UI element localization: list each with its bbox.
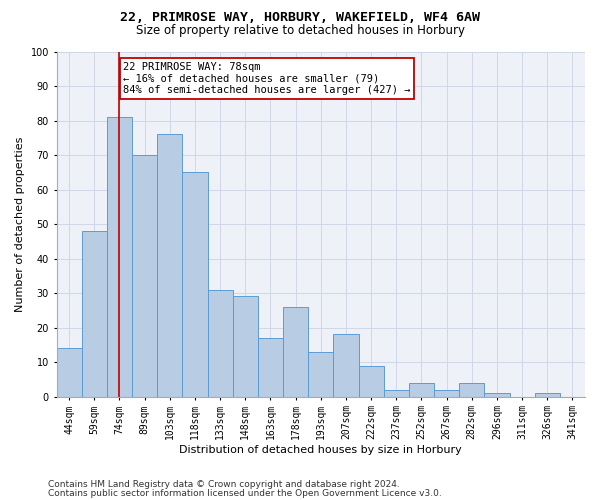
Bar: [208, 290, 233, 397]
Bar: [182, 172, 208, 396]
Bar: [132, 155, 157, 396]
Text: 22, PRIMROSE WAY, HORBURY, WAKEFIELD, WF4 6AW: 22, PRIMROSE WAY, HORBURY, WAKEFIELD, WF…: [120, 11, 480, 24]
Bar: [409, 383, 434, 396]
Bar: [82, 231, 107, 396]
Text: 22 PRIMROSE WAY: 78sqm
← 16% of detached houses are smaller (79)
84% of semi-det: 22 PRIMROSE WAY: 78sqm ← 16% of detached…: [123, 62, 411, 95]
Text: Contains HM Land Registry data © Crown copyright and database right 2024.: Contains HM Land Registry data © Crown c…: [48, 480, 400, 489]
Y-axis label: Number of detached properties: Number of detached properties: [15, 136, 25, 312]
Bar: [459, 383, 484, 396]
X-axis label: Distribution of detached houses by size in Horbury: Distribution of detached houses by size …: [179, 445, 462, 455]
Bar: [157, 134, 182, 396]
Text: Contains public sector information licensed under the Open Government Licence v3: Contains public sector information licen…: [48, 488, 442, 498]
Bar: [107, 117, 132, 396]
Bar: [308, 352, 334, 397]
Bar: [383, 390, 409, 396]
Text: Size of property relative to detached houses in Horbury: Size of property relative to detached ho…: [136, 24, 464, 37]
Bar: [484, 393, 509, 396]
Bar: [233, 296, 258, 396]
Bar: [283, 307, 308, 396]
Bar: [359, 366, 383, 396]
Bar: [535, 393, 560, 396]
Bar: [258, 338, 283, 396]
Bar: [434, 390, 459, 396]
Bar: [56, 348, 82, 397]
Bar: [334, 334, 359, 396]
